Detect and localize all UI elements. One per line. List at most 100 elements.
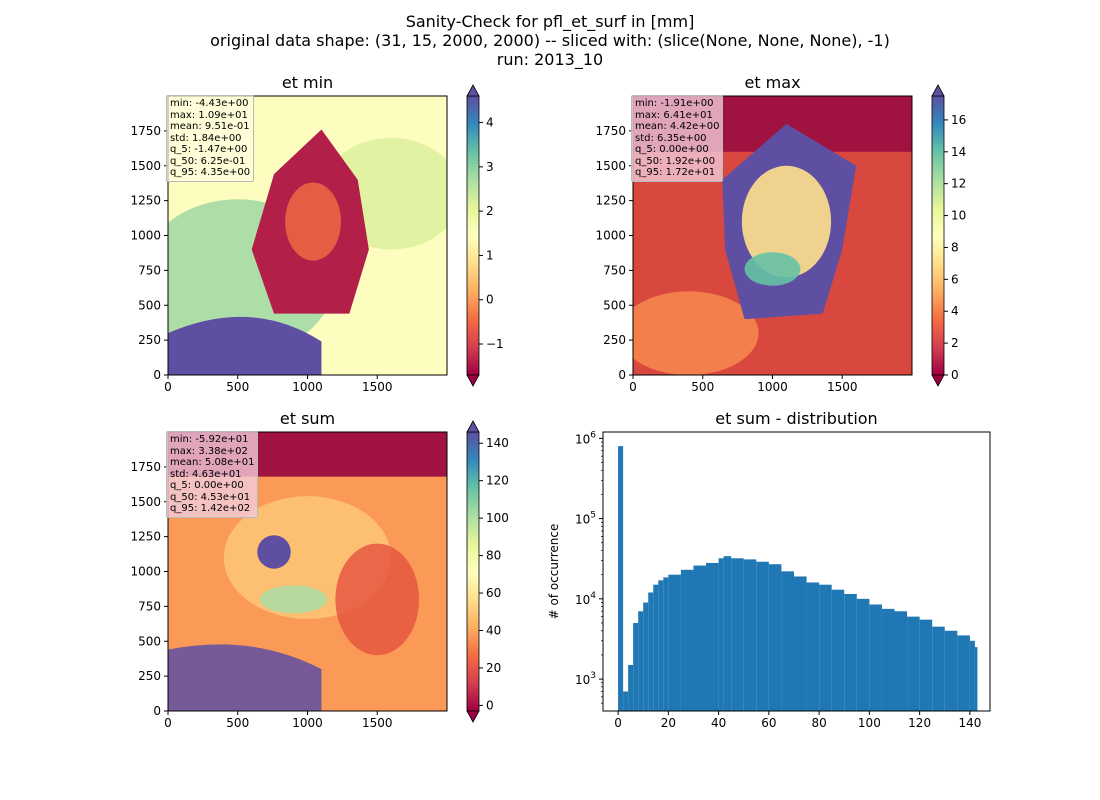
histogram-bar [869,604,882,711]
figure-title-line-2: original data shape: (31, 15, 2000, 2000… [210,31,890,50]
stat-line: q_50: 4.53e+01 [170,491,251,503]
stat-line: mean: 4.42e+00 [635,121,720,132]
subplot-title: et min [282,73,333,92]
stats-box-et-sum: min: -5.92e+01 max: 3.38e+02 mean: 5.08e… [166,431,259,518]
subplot-title: et sum [280,409,335,428]
x-tick-label: 1500 [362,380,393,394]
axes-frame [602,431,991,712]
colorbar-tick-label: 0 [486,293,494,307]
x-tick-label: 500 [691,380,714,394]
histogram-bar [743,559,757,711]
colorbar-tick-label: 12 [951,177,966,191]
y-tick-label: 1000 [130,229,161,243]
subplot-title: et sum - distribution [715,409,877,428]
y-tick-label: 500 [138,634,161,648]
histogram-bar [969,640,975,711]
x-tick-label: 1000 [757,380,788,394]
histogram-bar [663,577,669,711]
heatmap-image [168,96,447,375]
histogram-bar [643,602,649,711]
histogram-bar [633,622,639,711]
y-tick-label: 1500 [130,495,161,509]
colorbar-tick-label: 6 [951,272,959,286]
y-tick-label: 1500 [130,159,161,173]
map-region [168,316,322,375]
y-tick-label: 105 [575,511,596,527]
stat-line: q_50: 1.92e+00 [635,155,716,167]
stat-line: q_95: 1.42e+02 [170,503,251,514]
colorbar-tick-label: 4 [951,304,959,318]
x-tick-label: 140 [958,716,981,730]
figure-title: Sanity-Check for pfl_et_surf in [mm] ori… [0,12,1100,69]
histogram-bar [638,611,644,711]
colorbar-extend-min [931,374,945,387]
stats-box-et-max: min: -1.91e+00 max: 6.41e+01 mean: 4.42e… [631,95,724,182]
stat-line: min: -5.92e+01 [170,434,249,445]
histogram-bar [680,569,694,711]
colorbar-tick-label: 100 [486,511,509,525]
y-tick-label-base: 10 [575,432,590,446]
y-tick-label-exponent: 6 [590,430,596,440]
y-tick-label: 750 [138,263,161,277]
x-tick-label: 60 [761,716,776,730]
stat-line: min: -4.43e+00 [170,98,249,109]
stat-line: mean: 9.51e-01 [170,121,250,132]
stat-line: min: -1.91e+00 [635,98,714,109]
histogram-bar [618,446,624,711]
x-tick-label: 20 [661,716,676,730]
colorbar-tick-label: 0 [951,368,959,382]
y-tick-label-exponent: 5 [590,511,596,521]
y-tick-label: 0 [153,368,161,382]
stat-line: mean: 5.08e+01 [170,457,255,468]
colorbar-tick-label: 1 [486,248,494,262]
histogram-bar [944,630,958,711]
stat-line: std: 1.84e+00 [170,132,242,144]
map-region [335,543,420,656]
stat-line: q_95: 1.72e+01 [635,167,716,178]
y-tick-label: 106 [575,430,596,446]
map-region [168,644,322,711]
colorbar-tick-label: 14 [951,145,966,159]
y-axis-label: # of occurrence [547,524,561,620]
x-tick-label: 120 [908,716,931,730]
histogram-bar [894,611,908,711]
colorbar-tick-label: 140 [486,436,509,450]
colorbar [931,95,945,376]
colorbar-tick-label: −1 [486,337,504,351]
y-tick-label: 1750 [595,124,626,138]
histogram-bar [718,558,724,711]
histogram-bar [731,558,744,711]
stats-box-et-min: min: -4.43e+00 max: 1.09e+01 mean: 9.51e… [166,95,255,182]
map-region [257,535,291,569]
y-tick-label: 0 [618,368,626,382]
stat-line: q_5: 0.00e+00 [170,480,244,491]
histogram-bar [831,589,845,711]
figure-title-line-1: Sanity-Check for pfl_et_surf in [mm] [405,12,695,31]
colorbar-tick-label: 60 [486,586,501,600]
y-tick-label: 0 [153,704,161,718]
y-tick-label: 250 [138,669,161,683]
y-tick-label-base: 10 [575,673,590,687]
x-tick-label: 1000 [292,380,323,394]
histogram-bar [706,562,719,711]
histogram-bar [648,592,654,711]
histogram-bar [756,561,769,711]
y-tick-label: 250 [138,333,161,347]
colorbar-tick-label: 120 [486,474,509,488]
map-region [744,252,801,286]
colorbar-tick-label: 40 [486,623,501,637]
x-tick-label: 1000 [292,716,323,730]
subplot-title: et max [744,73,800,92]
stat-line: max: 1.09e+01 [170,109,248,121]
x-tick-label: 0 [629,380,637,394]
histogram-bars [618,446,978,711]
histogram-bar [658,580,664,711]
y-tick-label: 1000 [595,229,626,243]
colorbar-tick-label: 20 [486,661,501,675]
map-region [285,182,341,261]
stat-line: std: 6.35e+00 [635,132,707,144]
stat-line: max: 3.38e+02 [170,445,248,457]
y-tick-label: 500 [603,298,626,312]
histogram-bar [623,691,629,711]
colorbar-tick-label: 16 [951,113,966,127]
